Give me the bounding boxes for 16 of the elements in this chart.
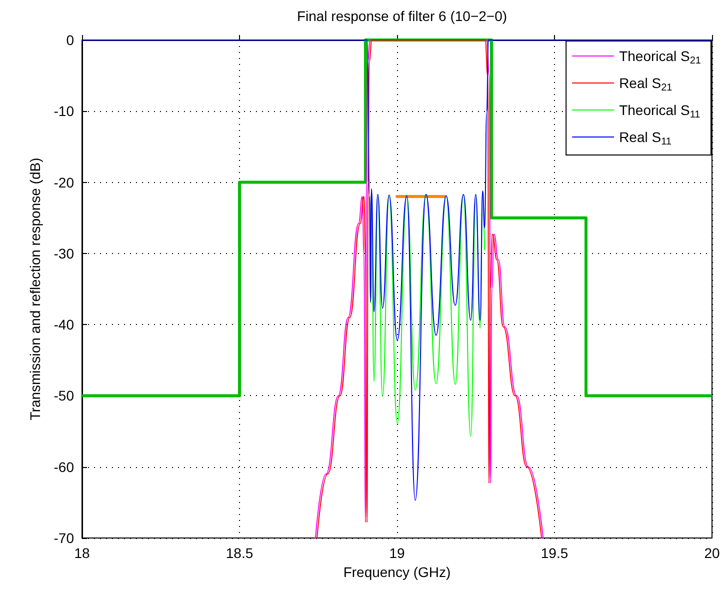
chart-title: Final response of filter 6 (10−2−0) — [296, 8, 508, 24]
x-tick-label: 20 — [704, 545, 720, 561]
y-tick-label: -30 — [54, 245, 74, 262]
y-tick-label: -10 — [54, 103, 74, 120]
x-axis-title: Frequency (GHz) — [343, 564, 451, 580]
x-tick-label: 18.5 — [226, 545, 254, 561]
y-tick-label: -50 — [54, 388, 74, 404]
y-tick-label: 0 — [66, 32, 74, 48]
y-tick-label: -40 — [54, 316, 74, 333]
y-axis-title: Transmission and reflection response (dB) — [27, 158, 43, 420]
y-tick-label: -20 — [54, 174, 74, 190]
x-tick-label: 18 — [74, 545, 90, 561]
y-tick-label: -60 — [54, 458, 74, 475]
y-tick-label: -70 — [54, 530, 74, 546]
x-tick-label: 19.5 — [540, 545, 568, 561]
x-tick-label: 19 — [389, 545, 405, 561]
